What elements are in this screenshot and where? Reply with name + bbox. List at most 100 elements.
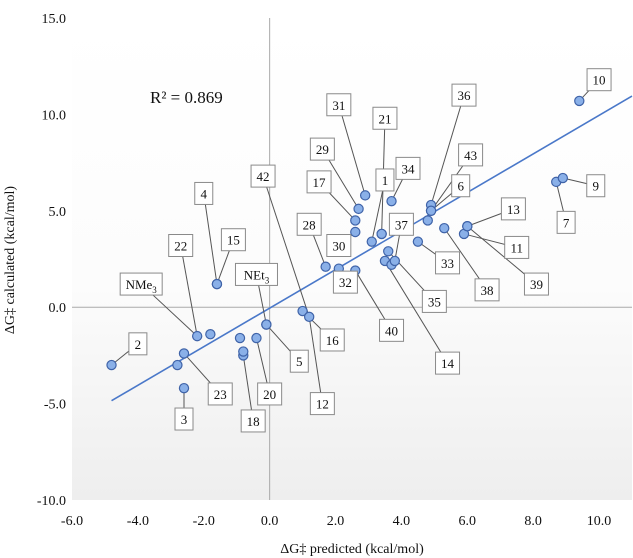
data-point xyxy=(303,311,315,323)
point-label-box xyxy=(388,212,414,236)
point-label: 35 xyxy=(428,294,441,309)
data-point xyxy=(320,261,331,272)
data-point xyxy=(106,359,117,371)
point-label-box xyxy=(435,251,461,275)
point-label: 34 xyxy=(402,161,416,176)
point-label-box xyxy=(451,83,477,107)
leader-line xyxy=(308,316,323,404)
point-label-box xyxy=(319,328,345,352)
y-axis-title: ΔG‡ calculated (kcal/mol) xyxy=(3,186,18,335)
point-label: 23 xyxy=(214,387,227,402)
point-label-box xyxy=(296,212,322,236)
point-label: 3 xyxy=(181,412,188,427)
data-point xyxy=(383,246,394,257)
point-label-box xyxy=(207,382,233,406)
y-tick-label: 15.0 xyxy=(42,12,67,27)
point-label-box xyxy=(556,210,576,234)
point-label-box xyxy=(309,137,335,161)
data-point xyxy=(238,346,249,357)
point-label: 16 xyxy=(326,333,340,348)
point-label-box xyxy=(586,68,612,92)
x-tick-label: -2.0 xyxy=(193,514,215,529)
leader-line xyxy=(262,175,310,317)
point-label: 33 xyxy=(441,256,454,271)
point-label-box xyxy=(240,409,266,433)
data-point xyxy=(251,332,262,344)
point-label: 13 xyxy=(507,202,520,217)
point-label: 4 xyxy=(201,186,208,201)
data-point xyxy=(211,278,223,290)
x-tick-label: 4.0 xyxy=(393,514,411,529)
point-label-box xyxy=(421,289,447,313)
y-tick-label: 10.0 xyxy=(42,108,67,123)
point-label: 7 xyxy=(563,215,570,230)
point-label: 29 xyxy=(316,142,329,157)
leader-line xyxy=(338,104,366,196)
data-point xyxy=(205,328,216,340)
point-label-box xyxy=(435,351,461,375)
point-label-box xyxy=(289,349,309,373)
point-label: 18 xyxy=(247,414,260,429)
x-tick-label: 10.0 xyxy=(587,514,612,529)
data-point xyxy=(172,359,183,371)
point-label: 30 xyxy=(332,239,345,254)
point-label-box xyxy=(451,174,471,198)
point-label: 42 xyxy=(257,169,270,184)
x-tick-label: 8.0 xyxy=(524,514,542,529)
point-label-box xyxy=(372,106,398,130)
point-label: 43 xyxy=(464,148,477,163)
point-label: 40 xyxy=(385,323,398,338)
data-point xyxy=(191,330,203,342)
data-point xyxy=(557,172,569,184)
point-label: 11 xyxy=(510,240,523,255)
point-label: 28 xyxy=(303,217,316,232)
point-label-box xyxy=(257,382,283,406)
point-label: 32 xyxy=(339,275,352,290)
x-tick-label: 6.0 xyxy=(459,514,477,529)
x-axis-title: ΔG‡ predicted (kcal/mol) xyxy=(280,542,424,557)
point-label-box xyxy=(474,278,500,302)
leader-line xyxy=(180,245,198,337)
y-tick-label: -5.0 xyxy=(44,398,66,413)
r-squared-annotation: R² = 0.869 xyxy=(150,88,223,107)
data-point xyxy=(350,226,361,238)
point-label: 31 xyxy=(332,98,345,113)
point-label: 17 xyxy=(313,175,327,190)
point-label: 22 xyxy=(174,239,187,254)
data-point xyxy=(234,332,246,344)
point-label-box xyxy=(375,168,395,192)
data-point xyxy=(178,348,190,359)
leader-line xyxy=(203,193,218,285)
point-label: 9 xyxy=(593,179,600,194)
point-label-box xyxy=(119,272,163,296)
point-label-box xyxy=(395,156,421,180)
point-label-box xyxy=(128,332,148,356)
x-tick-label: -4.0 xyxy=(127,514,149,529)
data-point xyxy=(353,203,364,215)
point-label: 6 xyxy=(457,179,464,194)
point-label: 37 xyxy=(395,217,409,232)
trendline xyxy=(111,95,633,402)
point-label-box xyxy=(194,181,214,205)
point-label-box xyxy=(250,164,276,188)
data-point xyxy=(261,319,272,330)
point-label-box xyxy=(220,228,246,252)
data-point xyxy=(422,215,433,226)
point-label: 39 xyxy=(530,277,543,292)
data-point xyxy=(574,95,585,107)
x-tick-label: 0.0 xyxy=(261,514,279,529)
x-tick-label: 2.0 xyxy=(327,514,345,529)
point-label: 36 xyxy=(458,88,472,103)
point-label: NEt3 xyxy=(244,267,270,285)
data-point xyxy=(425,205,437,216)
data-point xyxy=(359,190,371,201)
data-point xyxy=(389,255,401,267)
data-point xyxy=(366,236,377,247)
point-label-box xyxy=(332,270,358,294)
x-tick-label: -6.0 xyxy=(61,514,83,529)
point-label-box xyxy=(174,407,194,431)
point-label-box xyxy=(504,235,530,259)
point-label-box xyxy=(500,197,526,221)
point-label: 2 xyxy=(135,337,142,352)
point-label: 21 xyxy=(378,111,391,126)
